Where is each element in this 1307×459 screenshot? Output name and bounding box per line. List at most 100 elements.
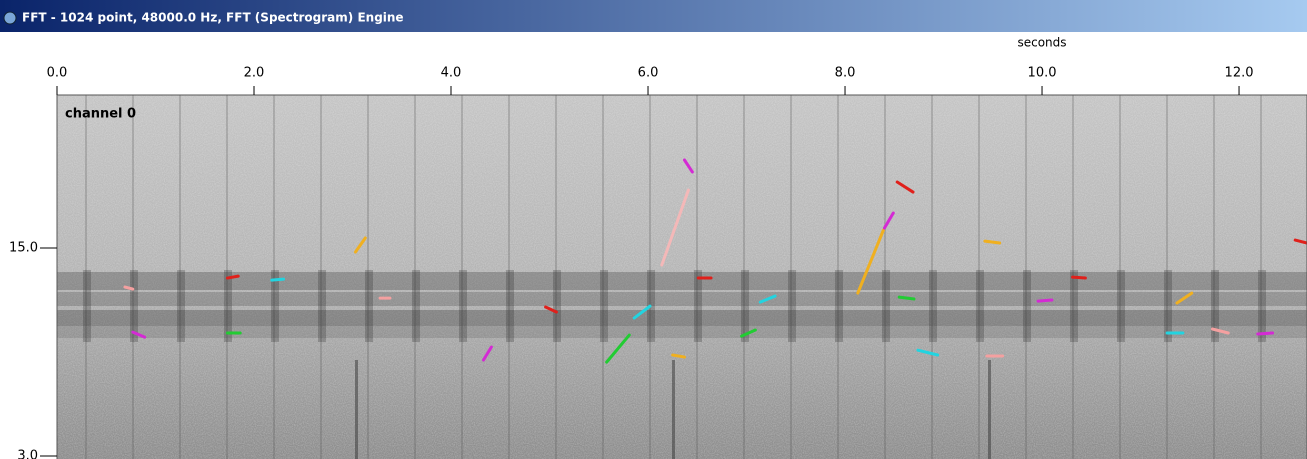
detection-track bbox=[1175, 291, 1194, 305]
x-tick-label: 10.0 bbox=[1028, 66, 1057, 81]
detection-track bbox=[897, 295, 916, 301]
click-line bbox=[837, 95, 839, 459]
click-band bbox=[1164, 270, 1172, 342]
click-band bbox=[412, 270, 420, 342]
detection-track bbox=[123, 285, 135, 291]
detection-track bbox=[682, 158, 694, 174]
click-line bbox=[978, 95, 980, 459]
window-title: FFT - 1024 point, 48000.0 Hz, FFT (Spect… bbox=[22, 11, 404, 25]
y-tick-label: 15.0 bbox=[9, 241, 38, 256]
click-band bbox=[694, 270, 702, 342]
app-icon bbox=[3, 11, 17, 25]
click-line bbox=[85, 95, 87, 459]
detection-track bbox=[1210, 327, 1230, 335]
click-line bbox=[414, 95, 416, 459]
detection-track bbox=[916, 348, 940, 357]
detection-track bbox=[353, 236, 367, 254]
click-line bbox=[884, 95, 886, 459]
noise-band bbox=[57, 272, 1307, 290]
click-line bbox=[179, 95, 181, 459]
detection-track bbox=[632, 304, 652, 320]
click-line bbox=[1213, 95, 1215, 459]
click-band bbox=[600, 270, 608, 342]
detection-track bbox=[895, 180, 915, 194]
title-bar bbox=[0, 0, 1307, 32]
detection-track bbox=[660, 188, 690, 267]
detection-track bbox=[1036, 298, 1054, 303]
click-line bbox=[931, 95, 933, 459]
plot-frame bbox=[56, 94, 1307, 459]
click-line bbox=[1025, 95, 1027, 459]
detection-track bbox=[758, 294, 777, 304]
click-band bbox=[177, 270, 185, 342]
spectrogram bbox=[57, 95, 1307, 459]
click-line bbox=[743, 95, 745, 459]
x-tick-label: 4.0 bbox=[441, 66, 462, 81]
detection-track bbox=[605, 333, 631, 364]
click-band bbox=[506, 270, 514, 342]
click-band bbox=[882, 270, 890, 342]
dark-line bbox=[672, 360, 675, 459]
detection-track bbox=[1071, 275, 1087, 280]
click-band bbox=[271, 270, 279, 342]
click-band bbox=[976, 270, 984, 342]
click-band bbox=[1023, 270, 1031, 342]
click-line bbox=[602, 95, 604, 459]
click-band bbox=[83, 270, 91, 342]
x-axis-label: seconds bbox=[1017, 36, 1066, 50]
click-line bbox=[555, 95, 557, 459]
x-tick-label: 8.0 bbox=[835, 66, 856, 81]
detection-track bbox=[1256, 331, 1275, 336]
click-line bbox=[649, 95, 651, 459]
click-line bbox=[1260, 95, 1262, 459]
detection-track bbox=[482, 345, 493, 362]
click-band bbox=[788, 270, 796, 342]
click-line bbox=[1166, 95, 1168, 459]
noise-band bbox=[57, 326, 1307, 338]
detection-track bbox=[131, 330, 147, 339]
click-band bbox=[318, 270, 326, 342]
click-band bbox=[130, 270, 138, 342]
click-band bbox=[835, 270, 843, 342]
noise-band bbox=[57, 292, 1307, 306]
click-line bbox=[273, 95, 275, 459]
click-band bbox=[224, 270, 232, 342]
click-line bbox=[132, 95, 134, 459]
detection-track bbox=[1293, 238, 1307, 245]
noise-band bbox=[57, 310, 1307, 326]
detection-track bbox=[671, 353, 686, 359]
click-band bbox=[929, 270, 937, 342]
click-band bbox=[459, 270, 467, 342]
detection-track bbox=[856, 228, 885, 295]
detection-track bbox=[225, 274, 240, 280]
dark-line bbox=[355, 360, 358, 459]
click-line bbox=[320, 95, 322, 459]
click-line bbox=[790, 95, 792, 459]
detection-track bbox=[983, 239, 1002, 245]
y-tick-label: 3.0 bbox=[17, 449, 38, 459]
x-tick-label: 12.0 bbox=[1225, 66, 1254, 81]
x-tick-label: 0.0 bbox=[47, 66, 68, 81]
detection-track bbox=[882, 211, 895, 230]
click-band bbox=[1070, 270, 1078, 342]
detection-track bbox=[270, 277, 286, 282]
detection-track bbox=[740, 328, 757, 338]
click-line bbox=[696, 95, 698, 459]
x-tick-label: 6.0 bbox=[638, 66, 659, 81]
click-band bbox=[553, 270, 561, 342]
click-line bbox=[508, 95, 510, 459]
click-line bbox=[1119, 95, 1121, 459]
click-band bbox=[1258, 270, 1266, 342]
click-band bbox=[1117, 270, 1125, 342]
x-tick-label: 2.0 bbox=[244, 66, 265, 81]
click-band bbox=[365, 270, 373, 342]
detection-track bbox=[544, 305, 558, 314]
channel-label: channel 0 bbox=[65, 107, 136, 122]
click-line bbox=[367, 95, 369, 459]
click-line bbox=[461, 95, 463, 459]
click-band bbox=[1211, 270, 1219, 342]
dark-line bbox=[988, 360, 991, 459]
noise bbox=[57, 95, 1307, 459]
click-band bbox=[741, 270, 749, 342]
